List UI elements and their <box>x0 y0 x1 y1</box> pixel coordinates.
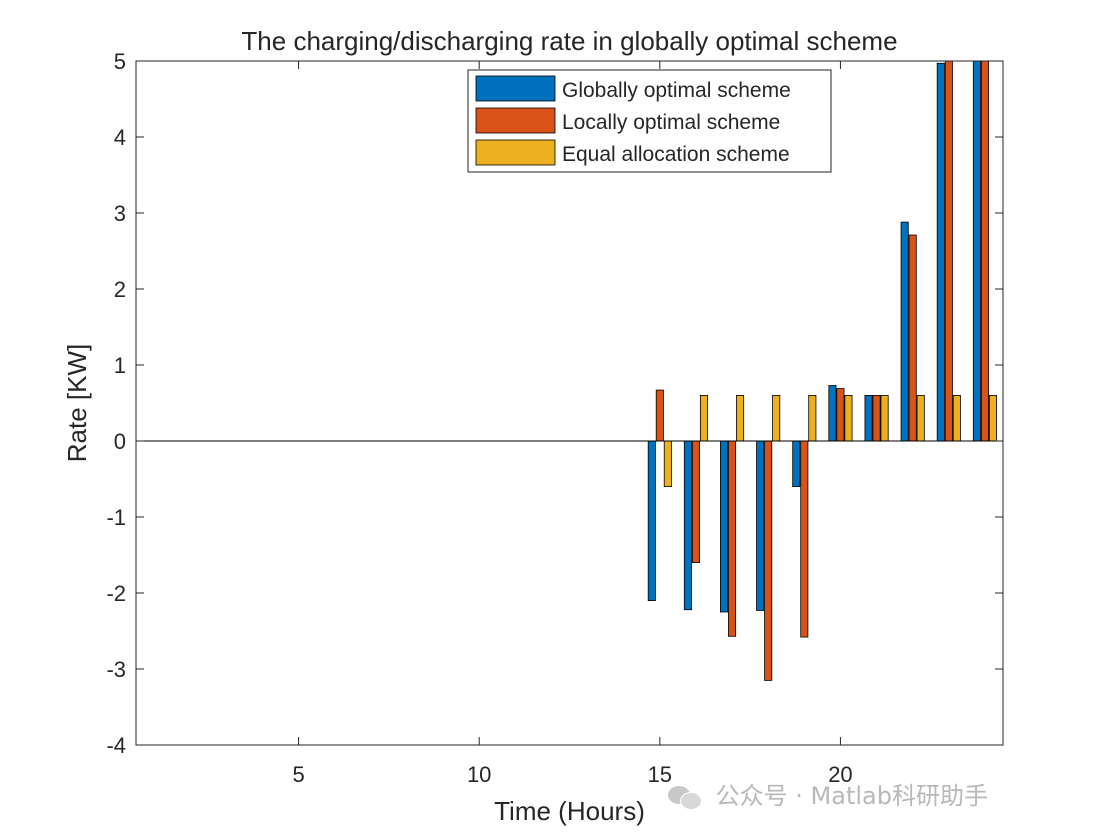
plot-area <box>136 61 1003 745</box>
watermark: 公众号 · Matlab科研助手 <box>668 776 988 811</box>
bar-globally-t18 <box>756 440 765 611</box>
bars-layer <box>647 60 997 681</box>
bar-locally-t21 <box>872 394 881 442</box>
bar-equal-t15 <box>663 440 672 487</box>
bar-locally-t24 <box>980 60 989 442</box>
y-tick-label: 0 <box>114 429 126 454</box>
y-tick-label: -4 <box>106 733 126 758</box>
bar-globally-t19 <box>792 440 801 487</box>
y-tick-label: 2 <box>114 277 126 302</box>
bar-globally-t15 <box>647 440 656 602</box>
bar-globally-t24 <box>972 60 981 442</box>
bar-equal-t18 <box>772 394 781 442</box>
legend-label-equal: Equal allocation scheme <box>562 143 790 166</box>
bar-equal-t21 <box>880 394 889 442</box>
y-tick-label: -3 <box>106 657 126 682</box>
chart-title: The charging/discharging rate in globall… <box>241 26 897 56</box>
plot-frame <box>135 60 1004 746</box>
x-axis-label: Time (Hours) <box>494 796 645 826</box>
bar-locally-t19 <box>800 440 809 638</box>
y-axis-label: Rate [KW] <box>62 344 92 462</box>
bar-globally-t16 <box>683 440 692 611</box>
bar-equal-t16 <box>699 394 708 442</box>
bar-equal-t20 <box>844 394 853 442</box>
bar-equal-t19 <box>808 394 817 442</box>
bar-globally-t17 <box>720 440 729 613</box>
legend-label-globally: Globally optimal scheme <box>562 79 791 102</box>
y-tick-label: -2 <box>106 581 126 606</box>
bar-equal-t22 <box>916 394 925 442</box>
bar-equal-t23 <box>952 394 961 442</box>
wechat-icon <box>668 784 702 810</box>
bar-globally-t22 <box>900 221 909 442</box>
bar-globally-t20 <box>828 385 837 442</box>
y-tick-label: 5 <box>114 49 126 74</box>
y-tick-label: 1 <box>114 353 126 378</box>
axis-ticks: -4 -3 -2 -1 0 1 2 3 4 5 5 10 15 20 <box>106 49 1003 787</box>
y-tick-label: 3 <box>114 201 126 226</box>
bar-locally-t18 <box>764 440 773 681</box>
legend-swatch-locally <box>475 107 556 134</box>
legend-label-locally: Locally optimal scheme <box>562 111 780 134</box>
legend: Globally optimal scheme Locally optimal … <box>467 69 832 173</box>
x-tick-label: 15 <box>648 762 672 787</box>
y-tick-label: -1 <box>106 505 126 530</box>
watermark-text: 公众号 · Matlab科研助手 <box>715 782 988 810</box>
bar-locally-t15 <box>655 389 664 442</box>
bar-globally-t23 <box>936 62 945 442</box>
legend-swatch-globally <box>475 75 556 102</box>
x-tick-label: 10 <box>467 762 491 787</box>
bar-locally-t17 <box>728 440 737 637</box>
bar-locally-t23 <box>944 60 953 442</box>
x-tick-label: 20 <box>828 762 852 787</box>
bar-locally-t20 <box>836 388 845 442</box>
bar-equal-t17 <box>736 394 745 442</box>
x-tick-label: 5 <box>292 762 304 787</box>
y-tick-label: 4 <box>114 125 126 150</box>
bar-equal-t24 <box>988 394 997 442</box>
bar-locally-t22 <box>908 234 917 442</box>
bar-locally-t16 <box>691 440 700 563</box>
legend-swatch-equal <box>475 139 556 166</box>
bar-globally-t21 <box>864 394 873 442</box>
